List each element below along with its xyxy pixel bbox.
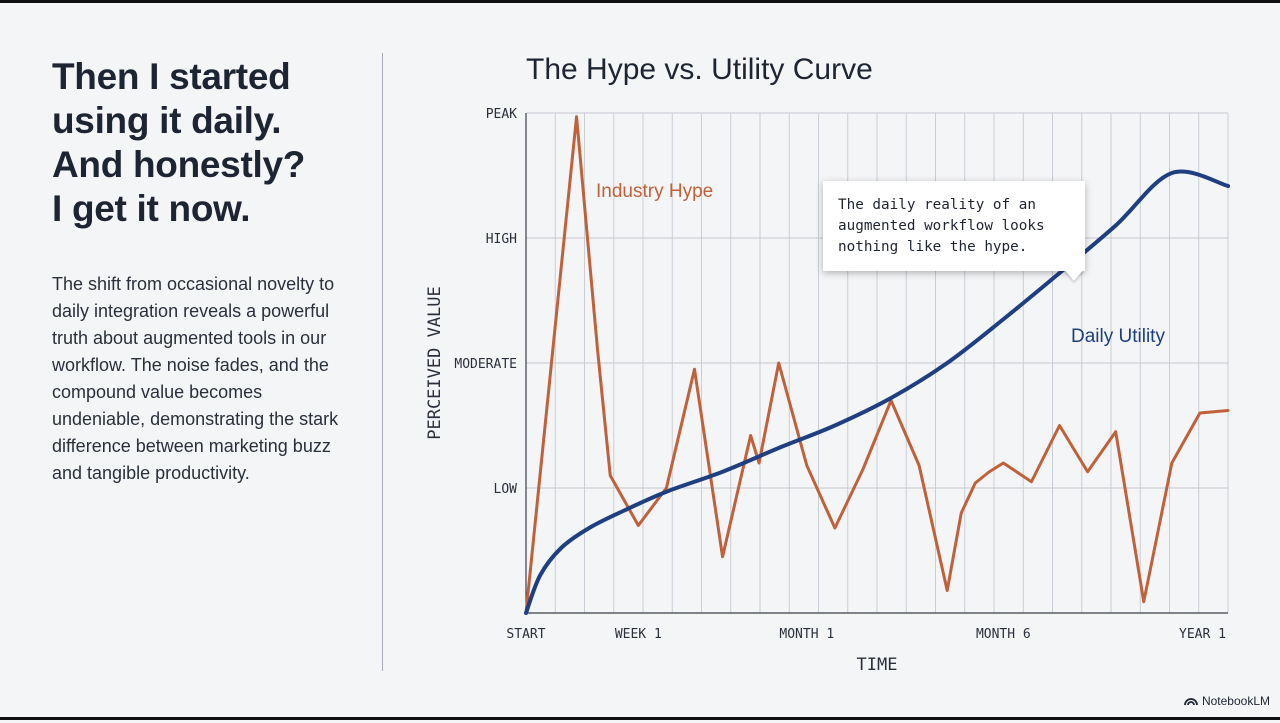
callout-line: augmented workflow looks: [838, 218, 1045, 234]
callout-pointer: [1064, 269, 1084, 281]
headline-line: using it daily.: [52, 100, 282, 141]
tick-labels: LOW MODERATE HIGH PEAK START WEEK 1 MONTH 1 MON…: [454, 107, 1226, 642]
series-label-daily-utility: Daily Utility: [1071, 326, 1165, 347]
x-tick-label: START: [506, 627, 545, 642]
callout-line: The daily reality of an: [838, 197, 1036, 213]
vertical-divider: [382, 53, 383, 671]
x-tick-label: MONTH 1: [779, 627, 834, 642]
headline: Then I started using it daily. And hones…: [52, 55, 352, 231]
headline-line: Then I started: [52, 56, 291, 97]
headline-line: And honestly?: [52, 144, 306, 185]
y-tick-label: MODERATE: [454, 357, 517, 372]
series-line-industry-hype: [524, 115, 1230, 615]
series-line-daily-utility: [524, 169, 1230, 615]
notebooklm-logo-icon: [1184, 698, 1198, 706]
y-tick-label: HIGH: [486, 232, 517, 247]
annotation-callout: The daily reality of an augmented workfl…: [823, 181, 1085, 271]
chart-axes: [525, 113, 1228, 614]
chart-title: The Hype vs. Utility Curve: [526, 53, 873, 86]
y-axis-title: PERCEIVED VALUE: [425, 286, 445, 440]
x-tick-label: WEEK 1: [615, 627, 662, 642]
headline-line: I get it now.: [52, 188, 251, 229]
callout-line: nothing like the hype.: [838, 239, 1028, 255]
series-labels: Industry Hype Daily Utility: [596, 181, 1165, 347]
x-axis-title: TIME: [857, 655, 898, 675]
y-tick-label: LOW: [494, 482, 518, 497]
y-tick-label: PEAK: [486, 107, 517, 122]
x-tick-label: YEAR 1: [1179, 627, 1226, 642]
brand-mark: NotebookLM: [1184, 694, 1270, 708]
body-paragraph: The shift from occasional novelty to dai…: [52, 274, 339, 483]
hype-utility-chart: LOW MODERATE HIGH PEAK START WEEK 1 MONTH 1 MON…: [425, 107, 1230, 675]
x-tick-label: MONTH 6: [976, 627, 1031, 642]
chart-series: [524, 115, 1230, 615]
left-panel: Then I started using it daily. And hones…: [52, 55, 352, 487]
brand-label: NotebookLM: [1201, 694, 1270, 708]
series-label-industry-hype: Industry Hype: [596, 181, 713, 202]
